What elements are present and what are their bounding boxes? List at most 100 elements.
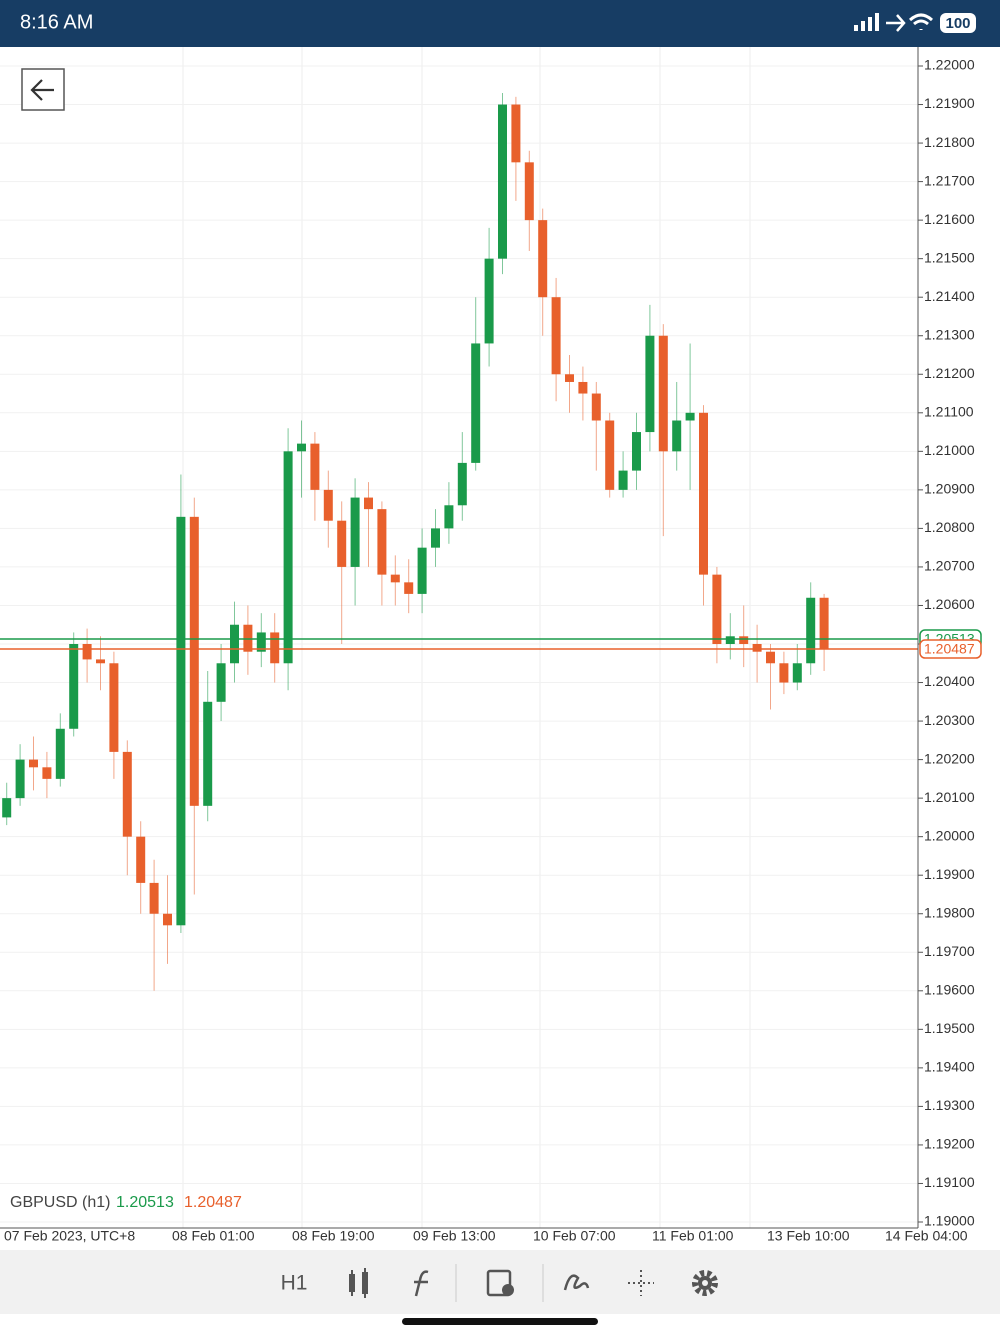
- home-indicator: [402, 1318, 598, 1325]
- candle-body: [203, 701, 213, 806]
- candle-body: [404, 582, 414, 594]
- y-tick-label: 1.20700: [924, 558, 975, 574]
- y-tick-label: 1.21200: [924, 365, 975, 381]
- candle-body: [2, 798, 12, 818]
- wifi-icon: [908, 13, 934, 30]
- candle-body: [270, 632, 280, 664]
- y-tick-label: 1.20800: [924, 519, 975, 535]
- templates-button[interactable]: [486, 1269, 512, 1297]
- y-tick-label: 1.21300: [924, 326, 975, 342]
- chart-type-button[interactable]: [349, 1268, 368, 1298]
- candle-body: [699, 412, 708, 575]
- candle-body: [109, 663, 119, 752]
- candle-body: [297, 443, 306, 452]
- candle-body: [672, 420, 682, 452]
- y-tick-label: 1.21800: [924, 134, 975, 150]
- candle-body: [149, 882, 159, 914]
- candle-body: [658, 335, 668, 452]
- ask-axis-label: 1.20487: [924, 641, 975, 657]
- timeframe-button[interactable]: H1: [281, 1272, 308, 1295]
- candle-body: [471, 343, 481, 463]
- candle-body: [618, 470, 628, 490]
- y-tick-label: 1.19100: [924, 1174, 975, 1190]
- candle-body: [484, 258, 494, 344]
- x-tick-label: 11 Feb 01:00: [652, 1228, 734, 1244]
- battery-level: 100: [945, 15, 970, 32]
- y-tick-label: 1.19600: [924, 982, 975, 998]
- x-tick-label: 07 Feb 2023, UTC+8: [4, 1228, 135, 1244]
- y-tick-label: 1.21000: [924, 442, 975, 458]
- candle-body: [511, 104, 521, 163]
- indicators-button[interactable]: [414, 1270, 429, 1297]
- candle-body: [551, 297, 561, 375]
- y-tick-label: 1.19700: [924, 943, 975, 959]
- candle-body: [42, 767, 52, 779]
- y-tick-label: 1.20000: [924, 827, 975, 843]
- candle-body: [819, 597, 829, 650]
- candle-body: [739, 636, 749, 644]
- candle-body: [189, 516, 199, 806]
- candle-body: [779, 663, 789, 683]
- ask-axis-box: [919, 639, 982, 659]
- candle-body: [632, 432, 641, 471]
- y-tick-label: 1.19200: [924, 1136, 975, 1152]
- candle-body: [431, 528, 440, 548]
- candle-body: [256, 632, 266, 652]
- candle-body: [538, 220, 548, 298]
- drawing-button[interactable]: [563, 1274, 590, 1291]
- y-tick-label: 1.21600: [924, 211, 975, 227]
- y-tick-label: 1.20200: [924, 750, 975, 766]
- y-tick-label: 1.21400: [924, 288, 975, 304]
- candle-body: [243, 624, 253, 652]
- settings-button[interactable]: [692, 1270, 718, 1296]
- y-tick-label: 1.20100: [924, 789, 975, 805]
- y-tick-label: 1.20900: [924, 481, 975, 497]
- toolbar: [0, 1250, 1000, 1314]
- y-tick-label: 1.20300: [924, 712, 975, 728]
- candle-body: [565, 374, 574, 382]
- templates-plus: [502, 1284, 514, 1296]
- candle-body: [29, 759, 38, 768]
- x-tick-label: 14 Feb 04:00: [885, 1228, 968, 1244]
- x-tick-label: 10 Feb 07:00: [533, 1228, 616, 1244]
- crosshair-button[interactable]: [628, 1270, 654, 1296]
- candle-body: [457, 462, 467, 506]
- candle-body: [350, 497, 360, 567]
- candle-body: [712, 574, 722, 644]
- signal-icon: [854, 13, 879, 31]
- y-tick-label: 1.22000: [924, 57, 975, 73]
- candle-body: [310, 443, 320, 490]
- candle-body: [725, 636, 735, 644]
- candle-body: [55, 728, 65, 779]
- x-tick-label: 13 Feb 10:00: [767, 1228, 850, 1244]
- candle-body: [69, 644, 79, 729]
- y-tick-label: 1.19800: [924, 904, 975, 920]
- y-tick-label: 1.21700: [924, 172, 975, 188]
- candle-body: [337, 520, 347, 567]
- y-tick-label: 1.21500: [924, 249, 975, 265]
- bid-price: 1.20513: [116, 1194, 174, 1211]
- x-tick-label: 08 Feb 19:00: [292, 1228, 375, 1244]
- y-tick-label: 1.21100: [924, 404, 974, 420]
- candle-body: [591, 393, 601, 421]
- candle-body: [122, 751, 132, 837]
- candle-body: [96, 659, 105, 664]
- candle-body: [377, 509, 387, 575]
- candle-body: [82, 644, 92, 660]
- back-arrow-icon: [30, 79, 54, 101]
- plot-area: 1.22000 1.21900 1.21800 1.21700 1.21600 1.215…: [0, 47, 982, 1244]
- candle-body: [163, 913, 172, 926]
- y-tick-label: 1.19300: [924, 1097, 975, 1113]
- candle-body: [176, 516, 186, 926]
- y-tick-label: 1.20600: [924, 596, 975, 612]
- candle-body: [605, 420, 615, 490]
- candle-body: [136, 836, 146, 883]
- status-time: 8:16 AM: [20, 11, 93, 33]
- symbol-label: GBPUSD (h1): [10, 1194, 110, 1211]
- candle-body: [498, 104, 507, 259]
- ask-price: 1.20487: [184, 1194, 242, 1211]
- y-tick-label: 1.19000: [924, 1213, 975, 1229]
- candle-body: [645, 335, 655, 433]
- y-tick-label: 1.19400: [924, 1059, 975, 1075]
